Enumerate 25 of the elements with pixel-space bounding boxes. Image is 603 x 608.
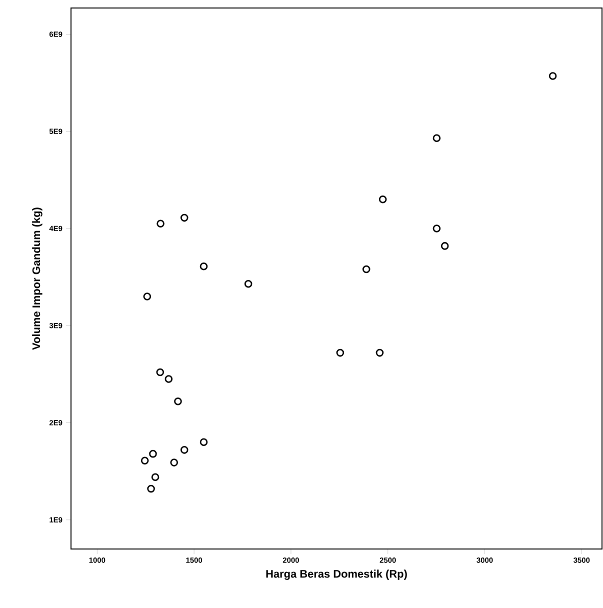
point — [149, 450, 157, 458]
point — [180, 446, 188, 454]
point — [432, 224, 441, 232]
point — [378, 195, 387, 204]
point — [140, 456, 149, 465]
point — [244, 280, 252, 288]
point — [362, 265, 370, 274]
point — [200, 262, 208, 270]
y-axis-title: Volume Impor Gandum (kg) — [32, 208, 42, 350]
point — [432, 134, 441, 142]
point — [440, 242, 449, 250]
point — [164, 375, 173, 383]
point — [180, 214, 188, 222]
point — [376, 348, 384, 357]
point — [156, 220, 164, 228]
point — [200, 438, 208, 446]
point — [336, 348, 344, 357]
point — [548, 72, 557, 80]
point — [147, 484, 155, 493]
point — [151, 473, 160, 482]
x-axis-title: Harga Beras Domestik (Rp) — [266, 570, 407, 580]
point — [170, 458, 178, 466]
point — [143, 292, 152, 300]
point — [174, 397, 182, 406]
point — [156, 368, 164, 376]
